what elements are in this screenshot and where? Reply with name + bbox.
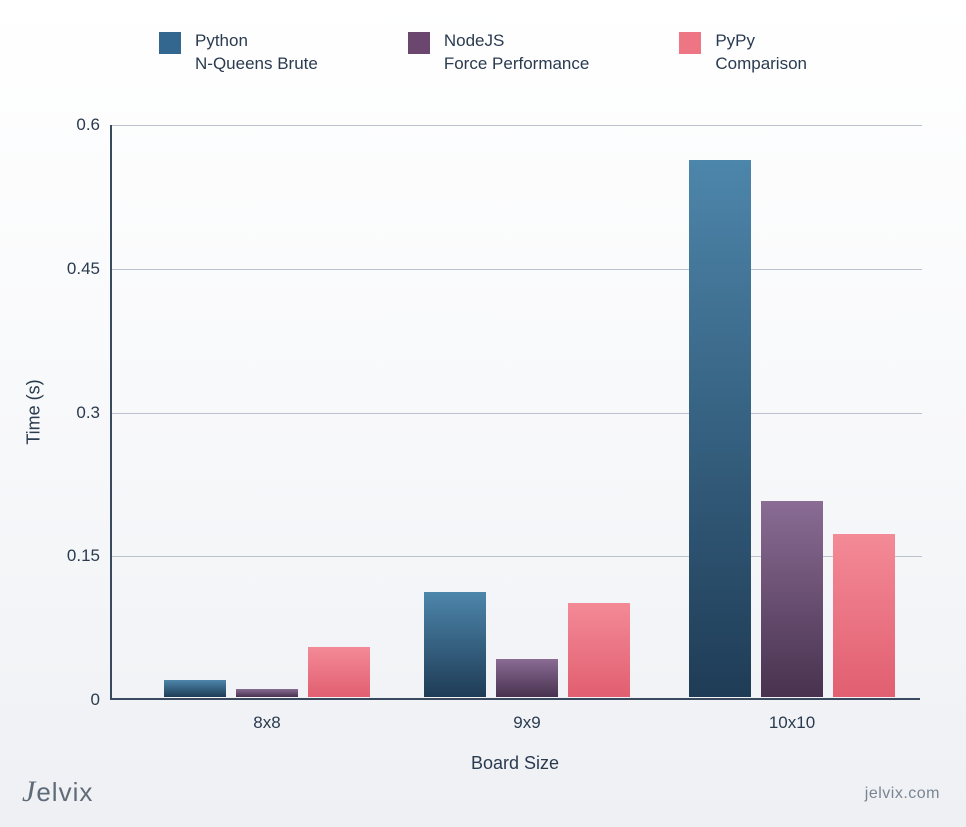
legend-line1: NodeJS [444, 30, 590, 53]
x-axis-label: Board Size [471, 753, 559, 774]
y-tick-label: 0.6 [40, 115, 100, 135]
legend-text: PyPy Comparison [715, 30, 807, 76]
bar [761, 501, 823, 697]
bar [236, 689, 298, 697]
brand-logo-j: J [22, 775, 36, 808]
bar [568, 603, 630, 697]
grid-line [112, 269, 922, 270]
grid-line [112, 125, 922, 126]
legend-line1: PyPy [715, 30, 807, 53]
legend-text: NodeJS Force Performance [444, 30, 590, 76]
y-tick-label: 0.15 [40, 546, 100, 566]
legend-line2: Force Performance [444, 53, 590, 76]
bar [496, 659, 558, 697]
x-tick-label: 8x8 [253, 713, 280, 733]
bar [424, 592, 486, 697]
brand-logo-rest: elvix [36, 777, 93, 807]
y-tick-label: 0.45 [40, 259, 100, 279]
bar [164, 680, 226, 697]
brand-url: jelvix.com [865, 785, 940, 803]
bar [833, 534, 895, 697]
x-tick-label: 10x10 [769, 713, 815, 733]
bar [308, 647, 370, 697]
x-tick-label: 9x9 [513, 713, 540, 733]
legend-line1: Python [195, 30, 318, 53]
legend-swatch-pypy [679, 32, 701, 54]
chart-area: Time (s) Board Size 00.150.30.450.68x89x… [110, 125, 920, 700]
legend-swatch-nodejs [408, 32, 430, 54]
brand-logo: Jelvix [22, 775, 93, 809]
legend-item-python: Python N-Queens Brute [159, 30, 318, 76]
legend-item-pypy: PyPy Comparison [679, 30, 807, 76]
grid-line [112, 413, 922, 414]
chart-legend: Python N-Queens Brute NodeJS Force Perfo… [0, 30, 966, 76]
y-tick-label: 0.3 [40, 403, 100, 423]
bar [689, 160, 751, 697]
y-tick-label: 0 [40, 690, 100, 710]
legend-line2: Comparison [715, 53, 807, 76]
legend-text: Python N-Queens Brute [195, 30, 318, 76]
plot-region: 00.150.30.450.68x89x910x10 [110, 125, 920, 700]
legend-line2: N-Queens Brute [195, 53, 318, 76]
legend-swatch-python [159, 32, 181, 54]
legend-item-nodejs: NodeJS Force Performance [408, 30, 590, 76]
